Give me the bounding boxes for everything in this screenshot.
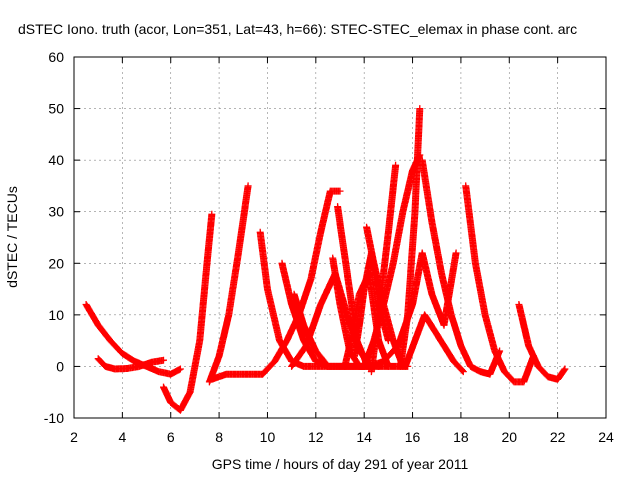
- x-tick-label: 8: [215, 429, 223, 445]
- x-tick-label: 4: [118, 429, 126, 445]
- y-tick-label: 50: [48, 101, 64, 117]
- x-tick-label: 14: [356, 429, 372, 445]
- data-series: [515, 301, 569, 383]
- data-series: [160, 210, 216, 414]
- data-series: [365, 249, 460, 370]
- data-point-markers: [462, 182, 537, 386]
- data-series: [208, 187, 344, 383]
- y-tick-label: 40: [48, 152, 64, 168]
- y-axis-ticks: -10 0 10 20 30 40 50 60: [44, 49, 606, 426]
- x-tick-label: 12: [308, 429, 324, 445]
- chart-title: dSTEC Iono. truth (acor, Lon=351, Lat=43…: [18, 21, 577, 37]
- y-tick-label: 0: [56, 358, 64, 374]
- x-tick-label: 24: [598, 429, 614, 445]
- x-tick-label: 16: [405, 429, 421, 445]
- data-series: [367, 161, 400, 376]
- data-points: [82, 105, 569, 414]
- x-tick-label: 18: [453, 429, 469, 445]
- y-tick-label: 10: [48, 307, 64, 323]
- data-series: [462, 182, 537, 386]
- data-point-markers: [94, 355, 167, 373]
- x-axis-label: GPS time / hours of day 291 of year 2011: [212, 456, 469, 472]
- x-tick-label: 2: [70, 429, 78, 445]
- data-point-markers: [205, 182, 252, 386]
- data-point-markers: [418, 156, 504, 378]
- data-series: [94, 355, 167, 373]
- plot-frame: [73, 56, 607, 419]
- data-point-markers: [401, 311, 467, 376]
- data-point-markers: [365, 249, 460, 370]
- data-point-markers: [160, 210, 216, 414]
- x-tick-label: 22: [550, 429, 566, 445]
- x-axis-ticks: 2 4 6 8 10 12 14 16 18 20 22 24: [70, 57, 614, 445]
- data-point-markers: [515, 301, 569, 383]
- y-axis-label: dSTEC / TECUs: [4, 186, 20, 288]
- y-tick-label: 20: [48, 255, 64, 271]
- y-tick-label: -10: [44, 410, 64, 426]
- data-series: [401, 311, 467, 376]
- x-tick-label: 6: [167, 429, 175, 445]
- data-point-markers: [208, 187, 344, 383]
- x-tick-label: 10: [260, 429, 276, 445]
- data-series: [418, 156, 504, 378]
- data-point-markers: [367, 161, 400, 376]
- data-series: [205, 182, 252, 386]
- y-tick-label: 30: [48, 204, 64, 220]
- y-tick-label: 60: [48, 49, 64, 65]
- x-tick-label: 20: [501, 429, 517, 445]
